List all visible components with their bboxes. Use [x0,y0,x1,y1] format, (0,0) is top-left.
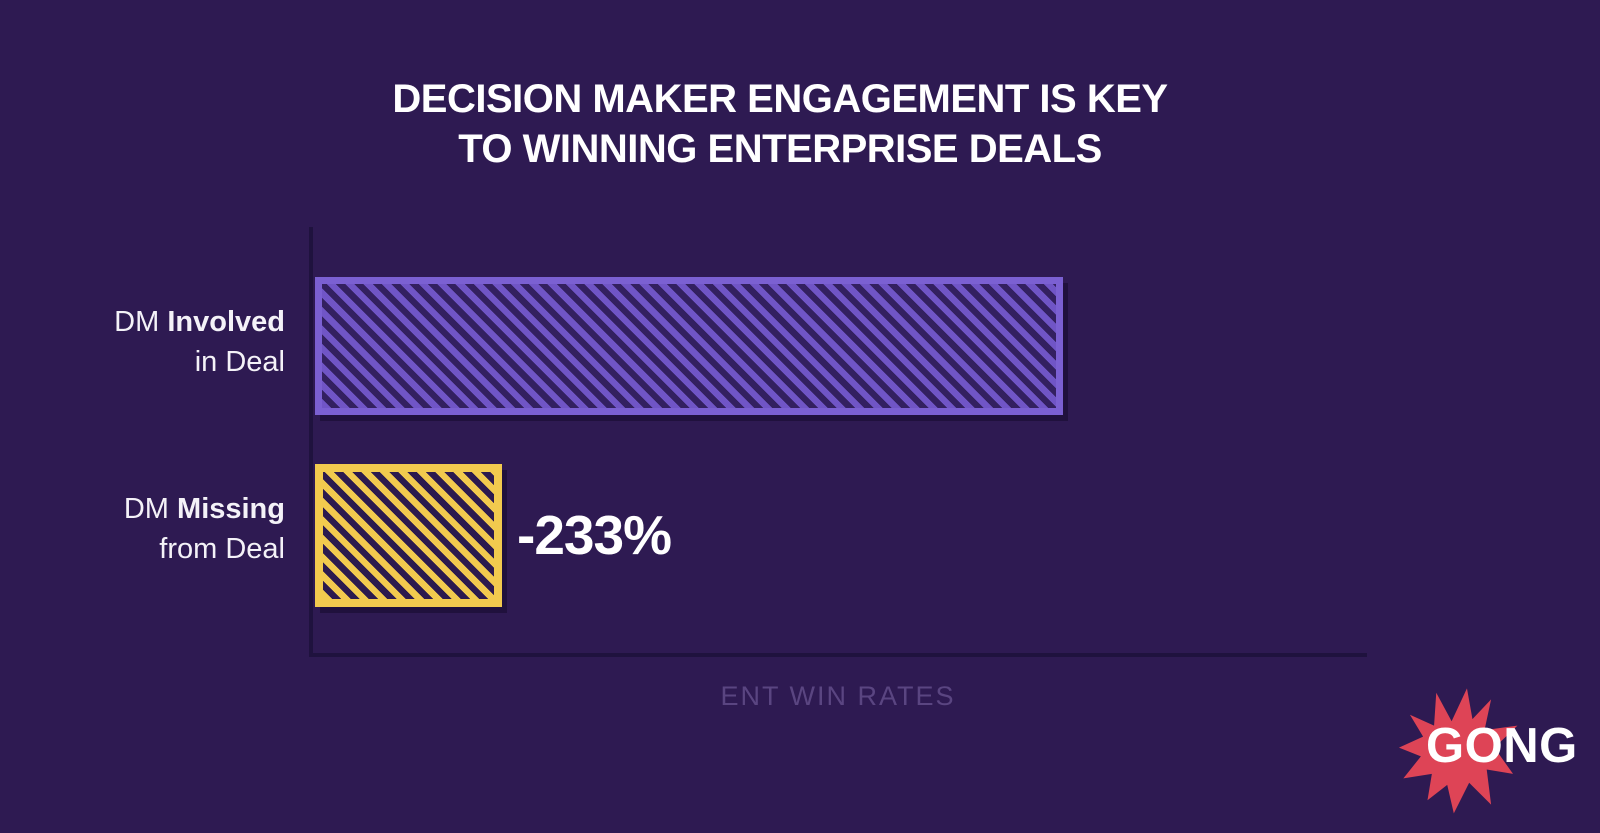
bar-annotation-value: -233% [517,504,672,566]
bar-dm-involved [315,277,1063,415]
gong-logo: GONG [1382,678,1597,828]
bar-label-line2: from Deal [159,533,285,565]
bar-label-emphasis: Missing [177,493,285,525]
bar-label-prefix: DM [123,493,178,525]
bar-dm-missing [315,464,502,607]
gong-burst-icon [1398,688,1518,814]
gong-wordmark: GONG [1426,719,1578,773]
bar-label-prefix: DM [114,306,168,338]
bar-label-emphasis: Involved [167,306,285,338]
bar-label-dm-missing: DM Missing from Deal [45,489,285,569]
chart-title-line2: TO WINNING ENTERPRISE DEALS [458,127,1102,171]
chart-title: DECISION MAKER ENGAGEMENT IS KEY TO WINNI… [0,74,1560,174]
chart-title-line1: DECISION MAKER ENGAGEMENT IS KEY [392,77,1168,121]
bar-label-line2: in Deal [194,346,285,378]
bar-label-dm-involved: DM Involved in Deal [45,302,285,382]
x-axis-line [309,653,1367,657]
x-axis-label: ENT WIN RATES [720,681,956,711]
y-axis-line [309,227,313,657]
